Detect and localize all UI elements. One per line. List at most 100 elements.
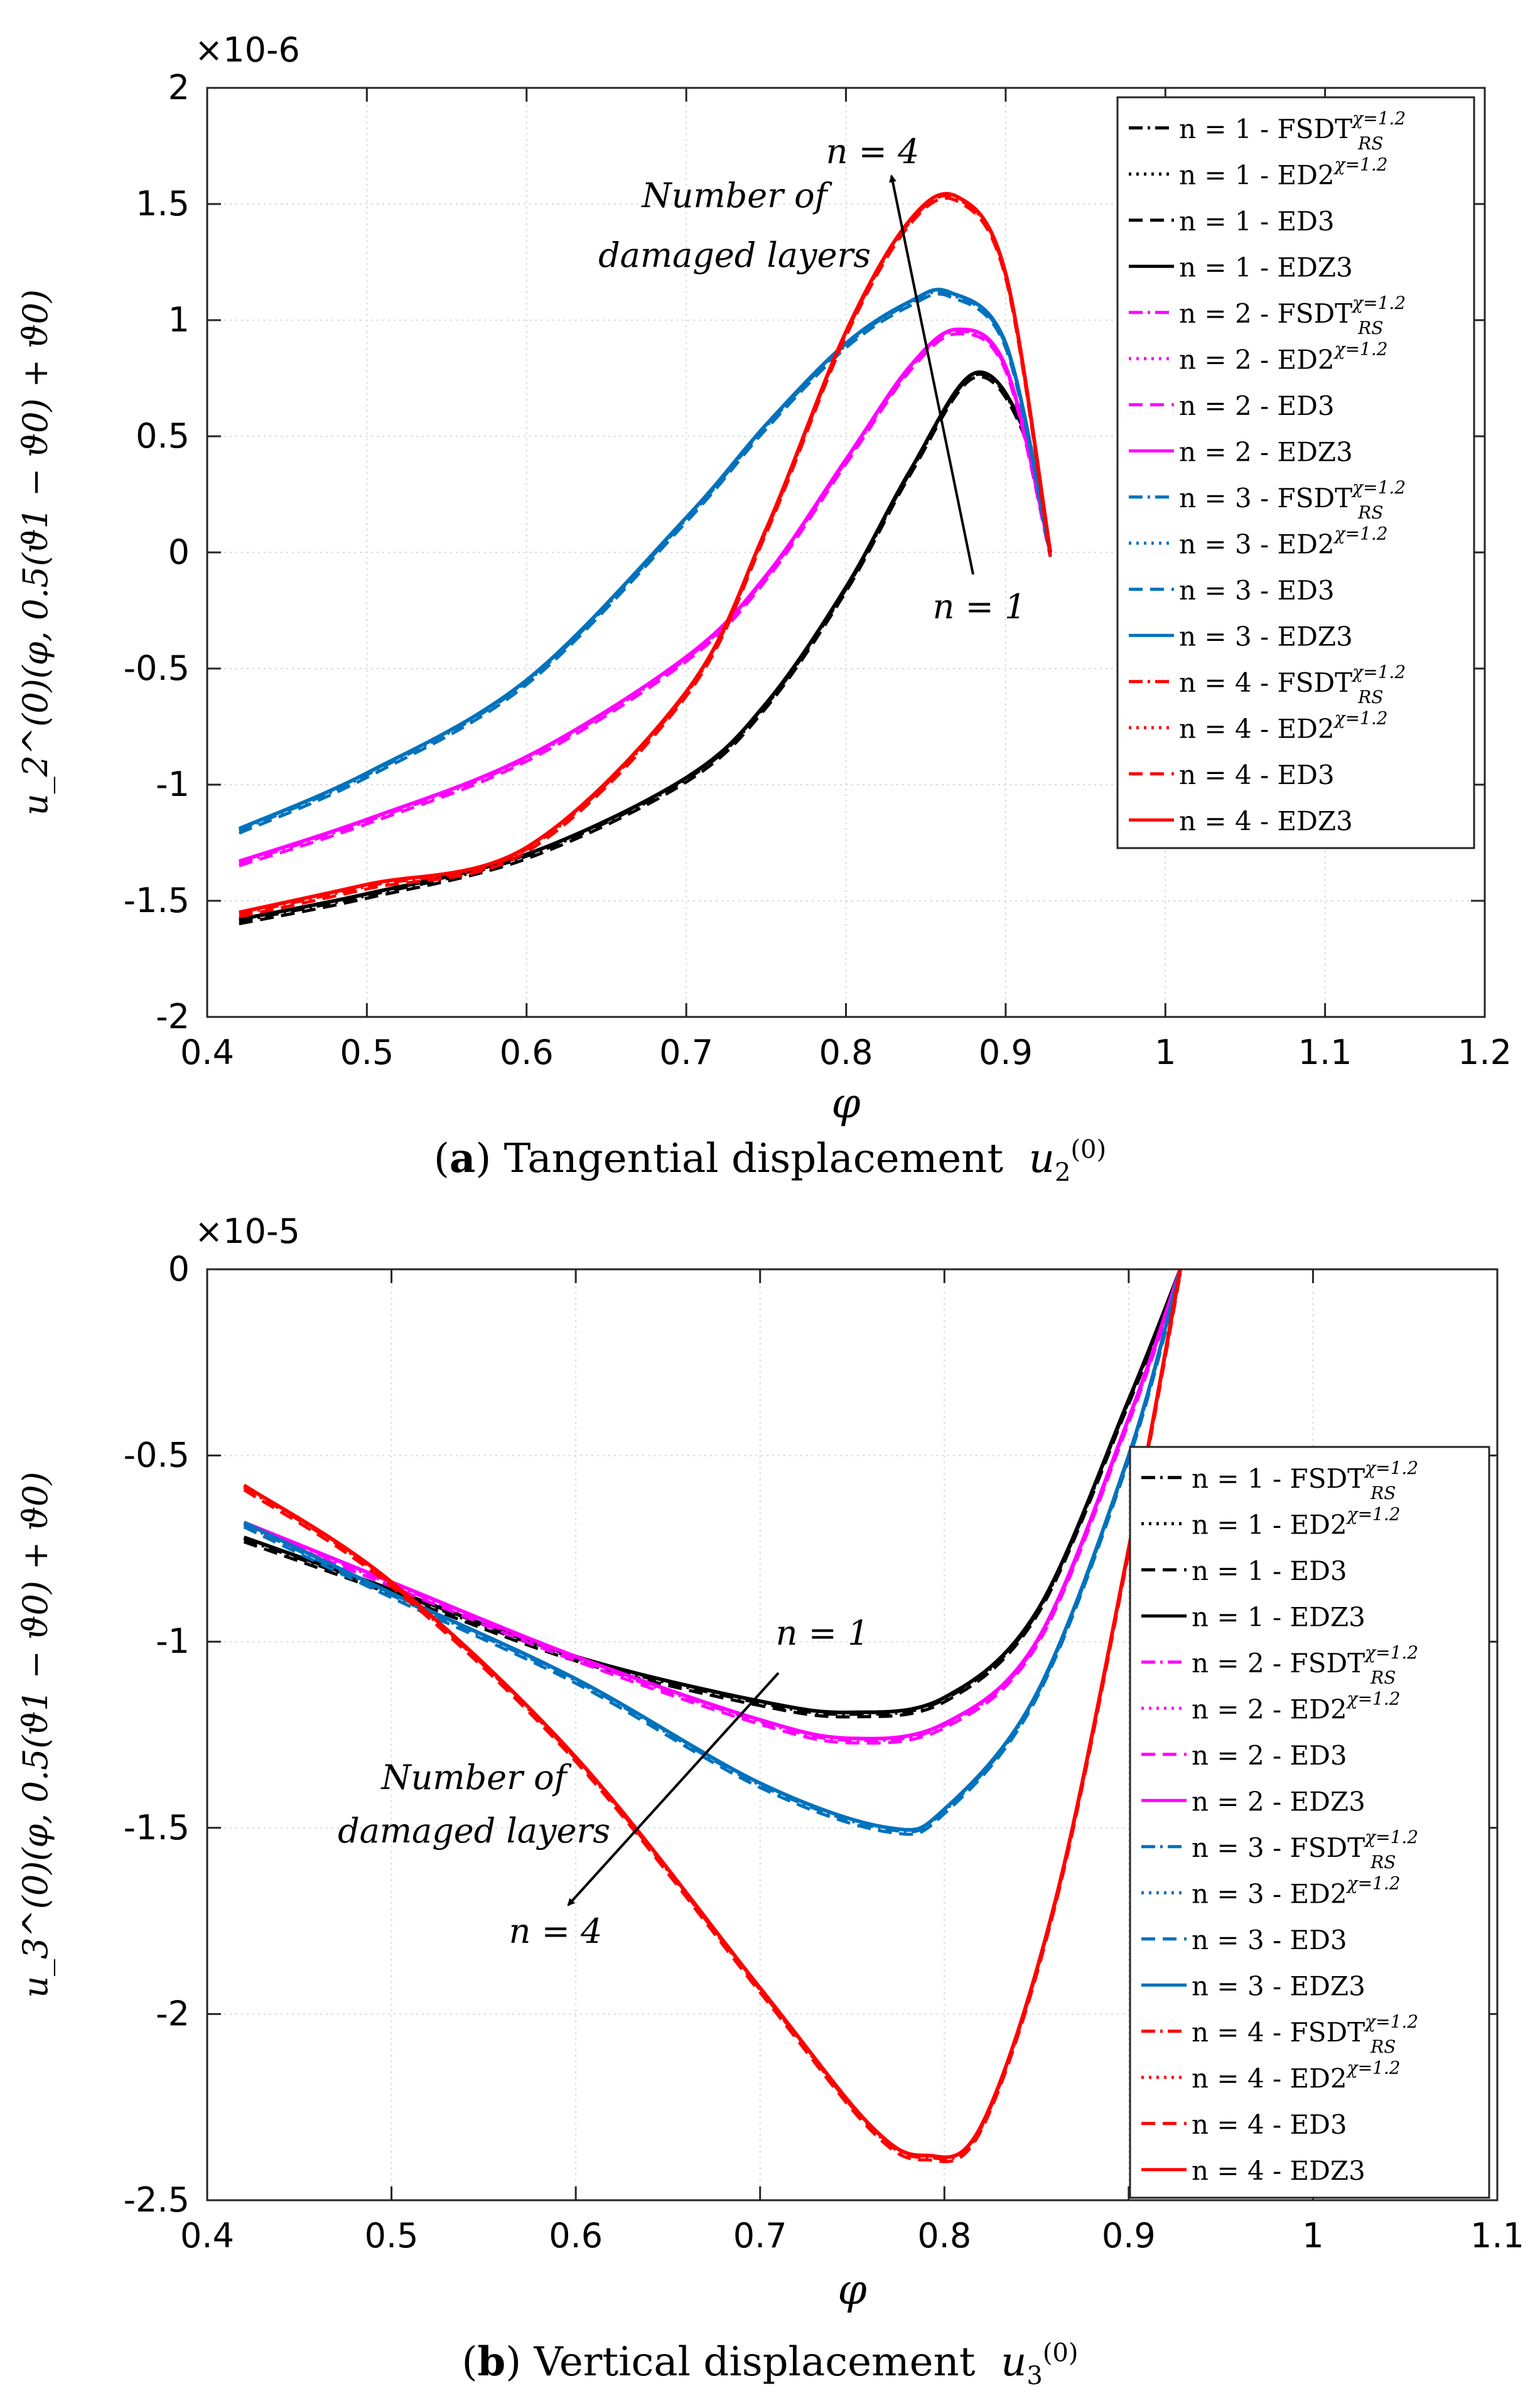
legend-label-sup: χ=1.2 xyxy=(1351,293,1406,313)
legend-entry: n = 3 - ED3 xyxy=(1141,1925,1347,1955)
series-line-dashdot xyxy=(239,194,1052,916)
legend-label-main: n = 3 - EDZ3 xyxy=(1179,621,1353,652)
y-tick-label: 0 xyxy=(168,1249,190,1289)
legend-label-sub: RS xyxy=(1370,1667,1396,1688)
series-line-dashdot xyxy=(239,330,1052,865)
legend-entry: n = 4 - ED2χ=1.2 xyxy=(1141,2057,1401,2094)
legend-box xyxy=(1129,1446,1490,2199)
legend-label: n = 4 - ED3 xyxy=(1179,760,1335,790)
x-tick-label: 0.5 xyxy=(340,1033,394,1072)
legend-label: n = 1 - EDZ3 xyxy=(1179,252,1353,282)
legend-label: n = 3 - ED3 xyxy=(1192,1925,1347,1955)
y-tick-label: 0 xyxy=(168,532,190,572)
legend-label-sup: χ=1.2 xyxy=(1333,523,1388,544)
legend-entry: n = 4 - ED2χ=1.2 xyxy=(1129,707,1388,744)
series-line-dotted xyxy=(243,1269,1182,1714)
legend-label-sup: χ=1.2 xyxy=(1351,108,1406,129)
x-tick-label: 0.6 xyxy=(500,1033,554,1072)
y-tick-label: -1 xyxy=(156,765,190,804)
legend-label-sup: χ=1.2 xyxy=(1346,1873,1401,1893)
legend-label-main: n = 1 - ED3 xyxy=(1192,1556,1347,1586)
legend-label-sup: χ=1.2 xyxy=(1364,1827,1418,1847)
x-tick-label: 1.1 xyxy=(1298,1033,1352,1072)
y-tick-label: 0.5 xyxy=(136,416,190,456)
legend-entry: n = 4 - EDZ3 xyxy=(1129,805,1353,836)
legend-label: n = 4 - ED2χ=1.2 xyxy=(1179,707,1388,744)
caption-a-sup: (0) xyxy=(1070,1135,1107,1164)
annotation-arrow xyxy=(567,1672,780,1906)
series-line-solid xyxy=(238,327,1053,863)
legend-label-main: n = 4 - ED3 xyxy=(1179,760,1335,790)
x-tick-label: 1.2 xyxy=(1458,1033,1512,1072)
x-tick-label: 0.4 xyxy=(180,1033,234,1072)
legend-entry: n = 4 - FSDTχ=1.2 RS xyxy=(1129,662,1406,707)
series-line-dashed xyxy=(243,1273,1182,1745)
caption-a-letter: a xyxy=(449,1135,476,1182)
legend-label: n = 3 - ED2χ=1.2 xyxy=(1179,523,1388,559)
series-line-dashed xyxy=(238,292,1052,835)
legend-label-sup: χ=1.2 xyxy=(1333,338,1388,359)
legend-label: n = 1 - ED2χ=1.2 xyxy=(1179,154,1388,190)
annotation-end-label: n = 4 xyxy=(509,1911,603,1951)
y-tick-label: 2 xyxy=(168,68,190,107)
legend-label: n = 4 - ED2χ=1.2 xyxy=(1192,2057,1401,2094)
legend-label-main: n = 3 - EDZ3 xyxy=(1192,1970,1365,2001)
x-tick-label: 0.9 xyxy=(1102,2216,1156,2255)
legend-label-sup: χ=1.2 xyxy=(1364,2011,1418,2032)
annotation-arrow xyxy=(889,175,974,575)
legend-entry: n = 3 - FSDTχ=1.2 RS xyxy=(1129,477,1406,523)
legend-label-main: n = 4 - ED3 xyxy=(1192,2109,1347,2140)
legend-label: n = 1 - ED2χ=1.2 xyxy=(1192,1503,1401,1540)
series-line-solid xyxy=(238,288,1053,831)
x-tick-label: 0.6 xyxy=(549,2216,603,2255)
series-line-dashed xyxy=(239,196,1052,918)
legend-label-main: n = 1 - EDZ3 xyxy=(1179,252,1353,282)
legend-label: n = 3 - ED3 xyxy=(1179,575,1335,606)
series-a-1 xyxy=(239,370,1053,926)
exponent-label-b: ×10-5 xyxy=(195,1212,300,1251)
series-b-1 xyxy=(243,1268,1182,1719)
legend-label-main: n = 4 - FSDT xyxy=(1192,2017,1365,2048)
legend-label: n = 2 - FSDTχ=1.2 RS xyxy=(1192,1642,1418,1688)
legend-entry: n = 1 - ED2χ=1.2 xyxy=(1129,154,1388,190)
legend-entry: n = 3 - EDZ3 xyxy=(1141,1970,1365,2001)
legend-entry: n = 1 - EDZ3 xyxy=(1141,1601,1365,1632)
legend-label-main: n = 3 - FSDT xyxy=(1179,483,1352,513)
annotation-start-label: n = 1 xyxy=(933,587,1026,626)
legend-label-sup: χ=1.2 xyxy=(1346,1688,1401,1709)
y-axis-label-a: u_2^(0)(φ, 0.5(ϑ1 − ϑ0) + ϑ0) xyxy=(16,289,55,815)
series-line-dotted xyxy=(239,370,1052,922)
legend-label-sub: RS xyxy=(1370,1483,1396,1503)
legend-entry: n = 2 - ED3 xyxy=(1141,1740,1347,1771)
x-tick-label: 0.8 xyxy=(917,2216,971,2255)
series-line-dotted xyxy=(243,1269,1182,2159)
x-axis-label-a: φ xyxy=(831,1079,860,1127)
legend-label-main: n = 2 - ED3 xyxy=(1179,390,1335,421)
x-tick-label: 0.4 xyxy=(180,2216,234,2255)
legend-label-main: n = 2 - ED3 xyxy=(1192,1740,1347,1771)
caption-b-symbol: u xyxy=(1001,2339,1027,2385)
y-tick-label: -1.5 xyxy=(124,1808,190,1847)
series-line-solid xyxy=(239,370,1053,922)
legend-label-main: n = 3 - ED2 xyxy=(1179,529,1335,559)
legend-entry: n = 2 - EDZ3 xyxy=(1141,1786,1365,1817)
legend-label: n = 2 - FSDTχ=1.2 RS xyxy=(1179,293,1406,338)
legend-entry: n = 1 - ED3 xyxy=(1141,1556,1347,1586)
legend-label-main: n = 1 - FSDT xyxy=(1179,114,1352,144)
y-tick-label: -2.5 xyxy=(124,2180,190,2220)
legend-label: n = 4 - EDZ3 xyxy=(1192,2155,1365,2186)
legend-entry: n = 3 - ED3 xyxy=(1129,575,1335,606)
legend-entry: n = 2 - FSDTχ=1.2 RS xyxy=(1129,293,1406,338)
legend-label: n = 3 - FSDTχ=1.2 RS xyxy=(1192,1827,1418,1873)
legend-entry: n = 4 - ED3 xyxy=(1141,2109,1347,2140)
x-tick-label: 1 xyxy=(1302,2216,1323,2255)
legend-entry: n = 2 - FSDTχ=1.2 RS xyxy=(1141,1642,1418,1688)
exponent-label-a: ×10-6 xyxy=(195,30,300,70)
legend-label: n = 3 - EDZ3 xyxy=(1179,621,1353,652)
legend-label: n = 2 - ED3 xyxy=(1192,1740,1347,1771)
series-line-dashed xyxy=(239,375,1052,926)
legend-label-main: n = 2 - EDZ3 xyxy=(1192,1786,1365,1817)
x-tick-label: 1 xyxy=(1155,1033,1176,1072)
legend-entry: n = 2 - EDZ3 xyxy=(1129,436,1353,467)
legend-label-main: n = 3 - ED3 xyxy=(1192,1925,1347,1955)
